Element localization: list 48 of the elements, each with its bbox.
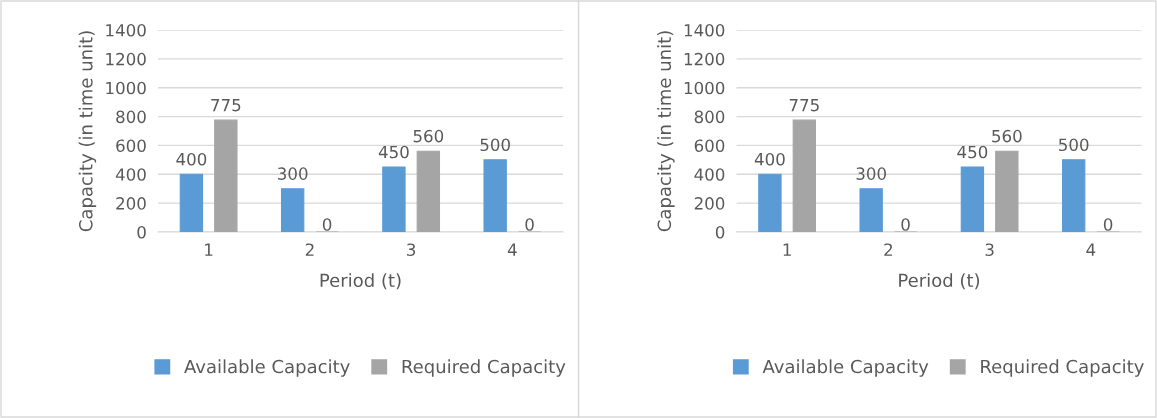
x-tick-label: 3 — [985, 243, 994, 257]
y-tick-label: 600 — [116, 139, 146, 152]
data-label: 0 — [1103, 218, 1113, 231]
data-label: 775 — [211, 99, 241, 112]
y-tick-label: 1400 — [684, 23, 725, 37]
data-label: 0 — [525, 218, 534, 231]
x-tick-label: 3 — [407, 243, 416, 257]
data-label: 450 — [378, 145, 409, 159]
y-tick-label: 600 — [694, 139, 725, 152]
x-tick-label: 2 — [884, 243, 893, 256]
data-label: 560 — [413, 129, 444, 143]
y-tick-label: 200 — [694, 197, 725, 210]
data-label: 300 — [278, 167, 308, 180]
data-label: 500 — [480, 138, 510, 152]
y-axis-title: Capacity (in time unit) — [657, 31, 675, 232]
data-label: 450 — [957, 145, 988, 159]
data-label: 400 — [176, 152, 207, 166]
y-tick-label: 1400 — [106, 23, 146, 37]
y-tick-label: 0 — [715, 225, 725, 239]
y-tick-label: 400 — [694, 168, 725, 181]
x-tick-label: 1 — [783, 243, 791, 256]
y-tick-label: 400 — [115, 168, 146, 181]
data-label: 775 — [789, 99, 819, 112]
data-label: 560 — [992, 129, 1022, 143]
data-label: 0 — [901, 218, 910, 231]
data-label: 300 — [856, 167, 886, 180]
y-tick-label: 1000 — [684, 81, 725, 95]
y-axis-title: Capacity (in time unit) — [78, 31, 97, 232]
y-tick-label: 0 — [137, 225, 146, 239]
x-tick-label: 2 — [305, 243, 314, 256]
y-tick-label: 1200 — [106, 52, 146, 66]
x-axis-title: Period (t) — [320, 273, 401, 290]
legend-label: Required Capacity — [402, 359, 566, 377]
data-label: 0 — [322, 218, 332, 231]
y-tick-label: 800 — [116, 110, 146, 124]
y-tick-label: 800 — [694, 110, 725, 124]
data-label: 500 — [1059, 138, 1089, 152]
y-tick-label: 1200 — [684, 52, 725, 66]
x-axis-title: Period (t) — [899, 273, 980, 290]
y-tick-label: 1000 — [106, 81, 146, 95]
legend-label: Available Capacity — [184, 359, 350, 377]
data-label: 400 — [754, 152, 785, 166]
y-tick-label: 200 — [116, 197, 146, 210]
x-tick-label: 4 — [1086, 243, 1096, 256]
x-tick-label: 1 — [205, 243, 213, 256]
x-tick-label: 4 — [507, 243, 517, 256]
legend-label: Available Capacity — [762, 359, 929, 377]
legend-label: Required Capacity — [981, 359, 1144, 377]
